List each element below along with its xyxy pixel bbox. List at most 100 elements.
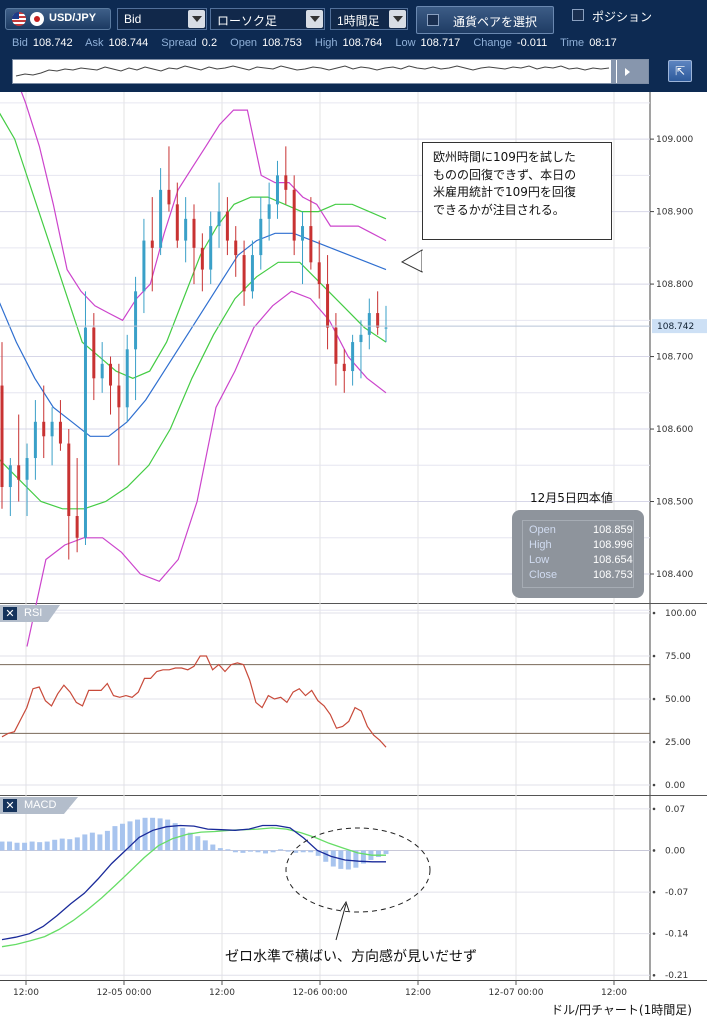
macd-histogram-bar (202, 840, 208, 851)
ohlc-open-label: Open (529, 524, 556, 536)
macd-histogram-bar (0, 841, 5, 851)
macd-histogram-bar (135, 819, 141, 851)
macd-histogram-bar (14, 842, 20, 851)
rsi-tick-label: 50.00 (665, 695, 691, 705)
price-type-select[interactable]: Bid (117, 8, 207, 30)
macd-histogram-bar (59, 838, 65, 851)
macd-histogram-bar (293, 850, 299, 853)
macd-tick-label: -0.14 (665, 930, 689, 940)
low-value: 108.717 (420, 37, 461, 49)
candle-body (100, 363, 104, 379)
jp-flag-icon (30, 12, 44, 26)
change-value: -0.011 (516, 37, 548, 49)
position-checkbox[interactable] (572, 9, 584, 21)
macd-histogram-bar (240, 850, 246, 853)
macd-histogram-bar (44, 841, 50, 851)
close-icon[interactable]: ✕ (3, 607, 17, 620)
ohlc-close-label: Close (529, 569, 558, 581)
currency-pair-selector[interactable]: USD/JPY (5, 8, 111, 30)
chevron-down-icon[interactable] (389, 10, 406, 28)
candle-body (134, 291, 138, 350)
candle-body (301, 226, 305, 241)
rsi-tick (652, 783, 656, 787)
price-tick-label: 108.900 (656, 208, 693, 218)
candle-body (284, 175, 288, 190)
price-tick-label: 108.700 (656, 353, 693, 363)
rsi-tick (652, 740, 656, 744)
candle-body (8, 465, 12, 488)
candle-body (326, 284, 330, 328)
rsi-line (1, 655, 387, 748)
bid-value: 108.742 (32, 37, 73, 49)
macd-histogram-bar (127, 821, 133, 851)
price-tick-label: 109.000 (656, 135, 693, 145)
macd-tick (652, 932, 656, 935)
chart-type-value: ローソク足 (217, 14, 278, 28)
ohlc-low-value: 108.654 (593, 554, 633, 566)
macd-histogram-bar (52, 839, 58, 851)
macd-histogram-bar (37, 842, 43, 851)
candle-body (58, 421, 62, 444)
annotation-line: 米雇用統計で109円を回復 (433, 185, 576, 199)
candle-body (50, 421, 54, 437)
position-label: ポジション (592, 10, 653, 24)
candle-body (33, 421, 37, 459)
zoom-toggle-button[interactable]: ⇱ (668, 60, 692, 82)
candle-body (267, 204, 271, 219)
candle-body (192, 218, 196, 248)
chevron-down-icon[interactable] (306, 10, 323, 28)
candle-body (167, 189, 171, 205)
macd-histogram-bar (278, 849, 284, 851)
candle-body (376, 313, 380, 328)
macd-histogram-bar (353, 850, 359, 868)
candle-body (17, 465, 21, 480)
macd-histogram-bar (67, 839, 73, 851)
macd-histogram-bar (285, 850, 291, 852)
candle-body (242, 255, 246, 292)
candle-body (250, 255, 254, 292)
macd-histogram-bar (7, 841, 13, 851)
chevron-down-icon[interactable] (188, 10, 205, 28)
ohlc-close-value: 108.753 (593, 569, 633, 581)
macd-histogram-bar (74, 837, 80, 851)
annotation-line: ものの回復できず、本日の (433, 167, 577, 182)
candle-body (209, 226, 213, 270)
macd-panel-label: MACD (24, 799, 57, 811)
navigator-scrollbar[interactable] (12, 59, 649, 84)
ohlc-title: 12月5日四本値 (530, 491, 613, 505)
candle-body (225, 211, 229, 241)
change-label: Change (473, 37, 512, 49)
timeframe-select[interactable]: 1時間足 (330, 8, 408, 30)
rsi-tick-label: 75.00 (665, 652, 691, 662)
macd-tick-label: -0.21 (665, 971, 688, 981)
time-tick-label: 12-07 00:00 (489, 988, 544, 998)
macd-histogram-bar (330, 850, 336, 867)
macd-histogram-bar (119, 823, 125, 851)
macd-histogram-bar (82, 834, 88, 851)
chart-type-select[interactable]: ローソク足 (210, 8, 325, 30)
ohlc-box: Open 108.859 High 108.996 Low 108.654 Close… (512, 510, 644, 598)
candle-body (217, 211, 221, 227)
rsi-panel-label: RSI (24, 607, 43, 619)
macd-tick (652, 973, 656, 977)
macd-histogram-bar (255, 850, 261, 853)
candle-body (292, 189, 296, 241)
play-icon (625, 68, 630, 76)
checkbox-icon[interactable] (427, 14, 439, 26)
candle-body (309, 226, 313, 263)
candle-body (175, 204, 179, 241)
price-type-value: Bid (124, 12, 142, 26)
macd-histogram-bar (97, 834, 103, 851)
candle-body (259, 218, 263, 256)
candle-body (342, 363, 346, 372)
currency-pair-label: USD/JPY (49, 12, 97, 24)
macd-tick-label: 0.00 (665, 846, 685, 856)
ohlc-low-row: Low 108.654 (529, 554, 633, 568)
candle-body (334, 327, 338, 364)
macd-tick (652, 849, 656, 852)
candle-body (109, 363, 113, 386)
candle-body (0, 385, 4, 488)
close-icon[interactable]: ✕ (3, 799, 17, 812)
select-currency-pair-button[interactable]: 通貨ペアを選択 (416, 6, 554, 34)
candle-body (83, 327, 87, 538)
